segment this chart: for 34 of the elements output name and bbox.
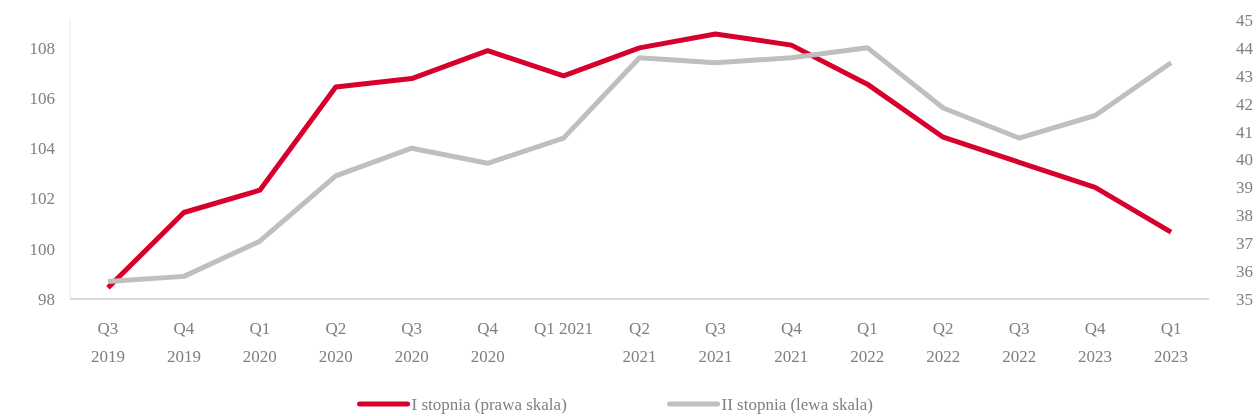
y2-tick-label: 36 [1236, 262, 1253, 282]
legend-label: II stopnia (lewa skala) [721, 394, 874, 414]
legend-label: I stopnia (prawa skala) [411, 394, 567, 414]
x-tick-label: Q4 2021 [774, 319, 809, 366]
y-tick-label: 104 [29, 139, 56, 159]
y2-tick-label: 38 [1236, 206, 1253, 226]
y2-tick-label: 43 [1236, 66, 1253, 86]
x-tick-label: Q4 2023 [1078, 319, 1113, 366]
x-tick-label: Q2 2022 [926, 319, 961, 366]
x-tick-label: Q3 2022 [1002, 319, 1037, 366]
y2-tick-label: 40 [1236, 150, 1253, 170]
y2-tick-label: 42 [1236, 94, 1253, 114]
x-tick-label: Q1 2020 [242, 319, 277, 366]
x-tick-label: Q2 2020 [318, 319, 353, 366]
x-tick-label: Q1 2023 [1154, 319, 1189, 366]
y-tick-label: 102 [29, 189, 55, 209]
x-tick-label: Q3 2020 [394, 319, 429, 366]
x-tick-label: Q4 2020 [470, 319, 505, 366]
y-tick-label: 106 [29, 88, 55, 108]
y2-tick-label: 35 [1236, 289, 1253, 309]
y-tick-label: 98 [38, 289, 55, 309]
y2-tick-label: 44 [1236, 38, 1254, 58]
y2-tick-label: 37 [1236, 234, 1254, 254]
y2-tick-label: 45 [1236, 10, 1253, 30]
x-tick-label: Q1 2022 [850, 319, 885, 366]
x-tick-label: Q4 2019 [166, 319, 201, 366]
y2-tick-label: 41 [1236, 122, 1253, 142]
y2-tick-label: 39 [1236, 178, 1253, 198]
x-tick-label: Q1 2021 [534, 319, 594, 338]
x-tick-label: Q3 2019 [90, 319, 125, 366]
y-tick-label: 100 [29, 239, 55, 259]
y-tick-label: 108 [29, 38, 55, 58]
x-tick-label: Q2 2021 [622, 319, 657, 366]
x-tick-label: Q3 2021 [698, 319, 733, 366]
